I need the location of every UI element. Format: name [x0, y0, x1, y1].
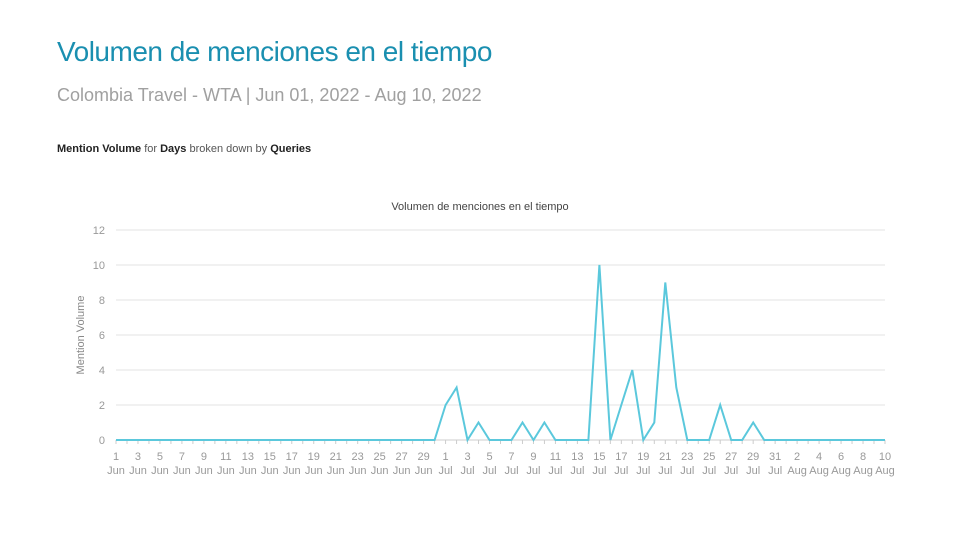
x-tick-label-month: Jun — [173, 465, 191, 477]
x-tick-label-month: Jul — [658, 465, 672, 477]
y-tick-label: 0 — [99, 435, 105, 447]
x-tick-label-month: Jul — [482, 465, 496, 477]
x-tick-label-month: Jul — [702, 465, 716, 477]
x-tick-label-month: Jun — [217, 465, 235, 477]
x-tick-label-day: 17 — [615, 451, 627, 463]
x-tick-label-month: Jul — [724, 465, 738, 477]
x-tick-label-day: 10 — [879, 451, 891, 463]
x-tick-label-month: Jun — [349, 465, 367, 477]
x-tick-label-day: 9 — [530, 451, 536, 463]
x-tick-label-day: 6 — [838, 451, 844, 463]
x-tick-label-day: 23 — [681, 451, 693, 463]
x-tick-label-month: Jul — [504, 465, 518, 477]
x-tick-label-day: 29 — [747, 451, 759, 463]
y-tick-label: 2 — [99, 400, 105, 412]
x-tick-label-day: 5 — [157, 451, 163, 463]
x-tick-label-month: Aug — [853, 465, 873, 477]
x-tick-label-month: Jun — [393, 465, 411, 477]
metric-label: Mention Volume — [57, 143, 142, 155]
y-axis-ticks: 0 2 4 6 8 10 12 — [93, 225, 105, 447]
x-tick-label-day: 13 — [242, 451, 254, 463]
x-tick-label-month: Jul — [439, 465, 453, 477]
x-tick-label-month: Jul — [768, 465, 782, 477]
x-tick-label-month: Jul — [636, 465, 650, 477]
x-tick-label-day: 1 — [113, 451, 119, 463]
x-tick-label-day: 31 — [769, 451, 781, 463]
chart-description: Mention Volume for Days broken down by Q… — [57, 143, 311, 155]
y-tick-label: 8 — [99, 295, 105, 307]
x-tick-label-month: Jul — [592, 465, 606, 477]
x-tick-label-month: Jun — [371, 465, 389, 477]
x-tick-label-day: 15 — [593, 451, 605, 463]
x-tick-label-day: 27 — [725, 451, 737, 463]
chart-title: Volumen de menciones en el tiempo — [391, 201, 568, 213]
x-tick-label-month: Jun — [129, 465, 147, 477]
breakdown-label: Queries — [270, 143, 312, 155]
y-tick-label: 10 — [93, 260, 105, 272]
page-title: Volumen de menciones en el tiempo — [57, 36, 492, 67]
x-tick-label-day: 9 — [201, 451, 207, 463]
x-tick-label-day: 2 — [794, 451, 800, 463]
x-tick-label-day: 19 — [308, 451, 320, 463]
x-tick-label-month: Jun — [239, 465, 257, 477]
page-subtitle: Colombia Travel - WTA | Jun 01, 2022 - A… — [57, 85, 482, 105]
y-tick-label: 4 — [99, 365, 105, 377]
x-tick-label-day: 8 — [860, 451, 866, 463]
x-tick-label-month: Jun — [305, 465, 323, 477]
x-tick-label-day: 3 — [464, 451, 470, 463]
y-tick-label: 6 — [99, 330, 105, 342]
x-tick-label-day: 17 — [286, 451, 298, 463]
x-tick-label-month: Aug — [787, 465, 807, 477]
breakdown-words: broken down by — [189, 143, 268, 155]
x-tick-label-day: 29 — [417, 451, 429, 463]
for-word: for — [144, 143, 158, 155]
x-tick-label-month: Aug — [831, 465, 851, 477]
series-line — [116, 264, 885, 443]
x-tick-label-month: Aug — [809, 465, 829, 477]
gridlines — [116, 229, 885, 441]
x-tick-label-day: 27 — [396, 451, 408, 463]
x-tick-label-month: Jun — [415, 465, 433, 477]
x-tick-label-day: 19 — [637, 451, 649, 463]
x-tick-label-month: Jul — [614, 465, 628, 477]
x-tick-label-day: 15 — [264, 451, 276, 463]
x-tick-label-month: Jun — [195, 465, 213, 477]
x-tick-label-day: 11 — [220, 451, 231, 463]
series-group — [116, 264, 885, 443]
x-tick-label-month: Jun — [261, 465, 279, 477]
x-tick-label-month: Jul — [570, 465, 584, 477]
y-axis-label: Mention Volume — [75, 296, 87, 375]
x-axis: 1Jun3Jun5Jun7Jun9Jun11Jun13Jun15Jun17Jun… — [107, 440, 895, 477]
dimension-label: Days — [160, 143, 187, 155]
x-tick-label-month: Jun — [283, 465, 301, 477]
x-tick-label-day: 5 — [486, 451, 492, 463]
x-tick-label-day: 21 — [659, 451, 671, 463]
x-tick-label-day: 11 — [550, 451, 561, 463]
x-tick-label-day: 21 — [330, 451, 342, 463]
x-tick-label-day: 23 — [352, 451, 364, 463]
x-tick-label-day: 25 — [374, 451, 386, 463]
x-tick-label-month: Aug — [875, 465, 895, 477]
x-tick-label-month: Jul — [548, 465, 562, 477]
x-tick-label-day: 25 — [703, 451, 715, 463]
x-tick-label-month: Jul — [526, 465, 540, 477]
x-tick-label-month: Jun — [151, 465, 169, 477]
x-tick-label-month: Jul — [461, 465, 475, 477]
x-tick-label-day: 7 — [508, 451, 514, 463]
x-tick-label-day: 7 — [179, 451, 185, 463]
x-tick-label-day: 1 — [443, 451, 449, 463]
x-tick-label-day: 4 — [816, 451, 822, 463]
x-tick-label-month: Jul — [746, 465, 760, 477]
x-tick-label-day: 3 — [135, 451, 141, 463]
x-tick-label-month: Jul — [680, 465, 694, 477]
y-tick-label: 12 — [93, 225, 105, 237]
x-tick-label-month: Jun — [327, 465, 345, 477]
x-tick-label-day: 13 — [571, 451, 583, 463]
x-tick-label-month: Jun — [107, 465, 125, 477]
